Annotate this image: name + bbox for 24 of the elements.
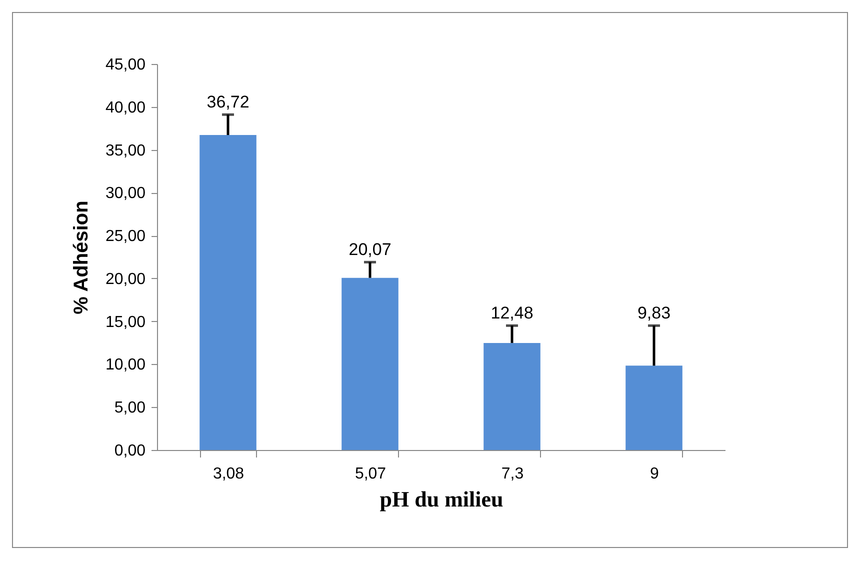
x-tick-label: 5,07 [354,466,386,482]
y-tick-label: 40,00 [105,99,146,116]
data-label: 12,48 [490,304,534,323]
data-label: 9,83 [637,304,671,323]
y-tick-label: 25,00 [105,228,146,246]
x-axis-title: pH du milieu [380,486,504,512]
bar [626,366,682,450]
y-tick-label: 45,00 [105,56,146,74]
y-tick-label: 20,00 [105,270,146,288]
y-tick-label: 10,00 [105,356,146,374]
data-label: 20,07 [348,240,392,260]
bar [342,278,398,450]
y-tick-label: 35,00 [105,142,146,160]
x-tick-label: 7,3 [501,466,524,482]
data-label: 36,72 [206,92,250,112]
x-tick-label: 3,08 [212,466,244,482]
y-tick-label: 5,00 [114,400,146,417]
bar [484,342,540,450]
x-tick-label: 9 [650,466,660,482]
y-tick-label: 0,00 [114,442,146,460]
y-tick-label: 30,00 [105,185,146,202]
y-tick-label: 15,00 [105,314,146,331]
bar [200,135,256,450]
y-axis-title: % Adhésion [70,200,92,314]
